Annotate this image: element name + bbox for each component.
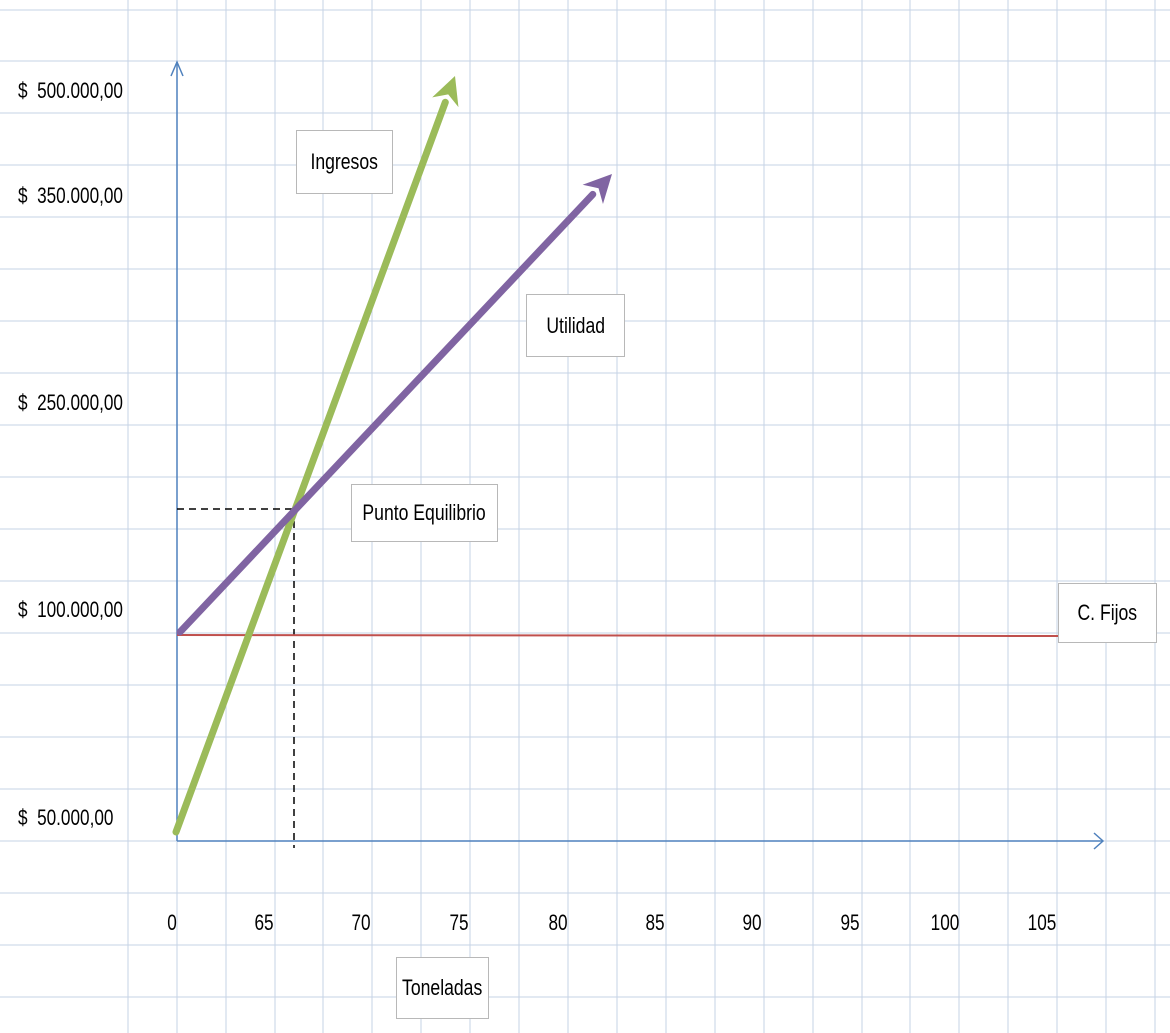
legend-label-utilidad: Utilidad xyxy=(526,294,625,357)
axes xyxy=(170,60,1105,850)
x-tick-label: 65 xyxy=(254,910,274,935)
y-tick-label: $ 100.000,00 xyxy=(18,597,123,622)
legend-label-ingresos: Ingresos xyxy=(296,130,393,194)
break-even-label: Punto Equilibrio xyxy=(351,484,498,542)
legend-label-fixed-costs: C. Fijos xyxy=(1058,583,1157,643)
x-axis-title: Toneladas xyxy=(396,957,489,1019)
series-line-ingresos xyxy=(172,98,449,836)
series-line-utilidad xyxy=(176,190,597,636)
x-tick-label: 85 xyxy=(645,910,665,935)
x-tick-label: 95 xyxy=(840,910,860,935)
x-tick-label: 0 xyxy=(167,910,177,935)
x-tick-label: 80 xyxy=(548,910,568,935)
y-tick-label: $ 500.000,00 xyxy=(18,78,123,103)
y-axis-arrowhead xyxy=(170,60,184,77)
series-arrowhead-ingresos xyxy=(432,76,459,108)
x-tick-label: 75 xyxy=(449,910,469,935)
series-arrowhead-utilidad xyxy=(582,174,612,204)
break-even-guides xyxy=(177,508,295,848)
series-line-c-fijos xyxy=(176,634,1059,637)
x-axis-arrowhead xyxy=(1093,832,1105,850)
y-tick-label: $ 250.000,00 xyxy=(18,390,123,415)
x-tick-label: 90 xyxy=(742,910,762,935)
x-tick-label: 70 xyxy=(351,910,371,935)
series-lines xyxy=(172,76,1059,836)
x-tick-label: 100 xyxy=(930,910,960,935)
y-tick-label: $ 350.000,00 xyxy=(18,183,123,208)
x-tick-label: 105 xyxy=(1027,910,1057,935)
y-tick-label: $ 50.000,00 xyxy=(18,805,114,830)
